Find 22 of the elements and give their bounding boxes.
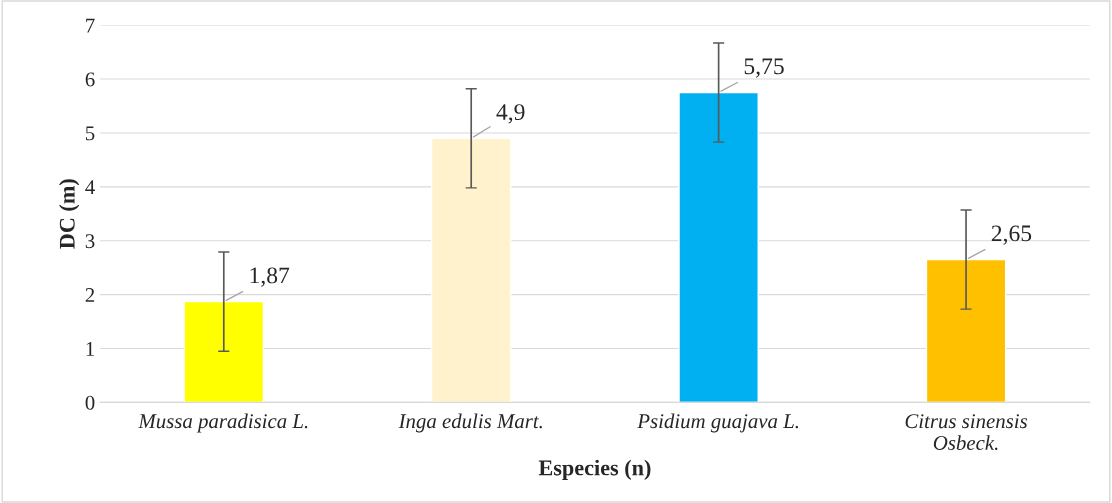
data-label: 5,75: [744, 58, 784, 78]
x-tick-label: Inga edulis Mart.: [398, 413, 542, 433]
y-tick-label: 3: [85, 234, 95, 249]
data-label: 4,9: [496, 104, 525, 124]
y-tick-label: 6: [85, 72, 95, 87]
y-tick-label: 7: [86, 18, 95, 33]
y-tick-label: 0: [85, 395, 95, 410]
x-axis-title: Especies (n): [538, 459, 651, 480]
bar: [430, 137, 512, 403]
bar: [925, 258, 1007, 403]
bar: [183, 300, 265, 403]
y-axis-title: DC (m): [59, 179, 80, 249]
x-tick-label: Citrus sinensis Osbeck.: [905, 414, 1028, 451]
bar: [678, 91, 759, 403]
data-label: 2,65: [991, 225, 1032, 245]
y-tick-label: 2: [85, 288, 95, 302]
x-tick-label: Psidium guajava L.: [637, 413, 799, 433]
y-tick-label: 5: [86, 126, 95, 141]
y-tick-label: 1: [86, 341, 94, 356]
data-label: 1,87: [250, 267, 290, 287]
x-tick-label: Mussa paradisica L.: [138, 413, 308, 433]
y-tick-label: 4: [85, 180, 95, 195]
